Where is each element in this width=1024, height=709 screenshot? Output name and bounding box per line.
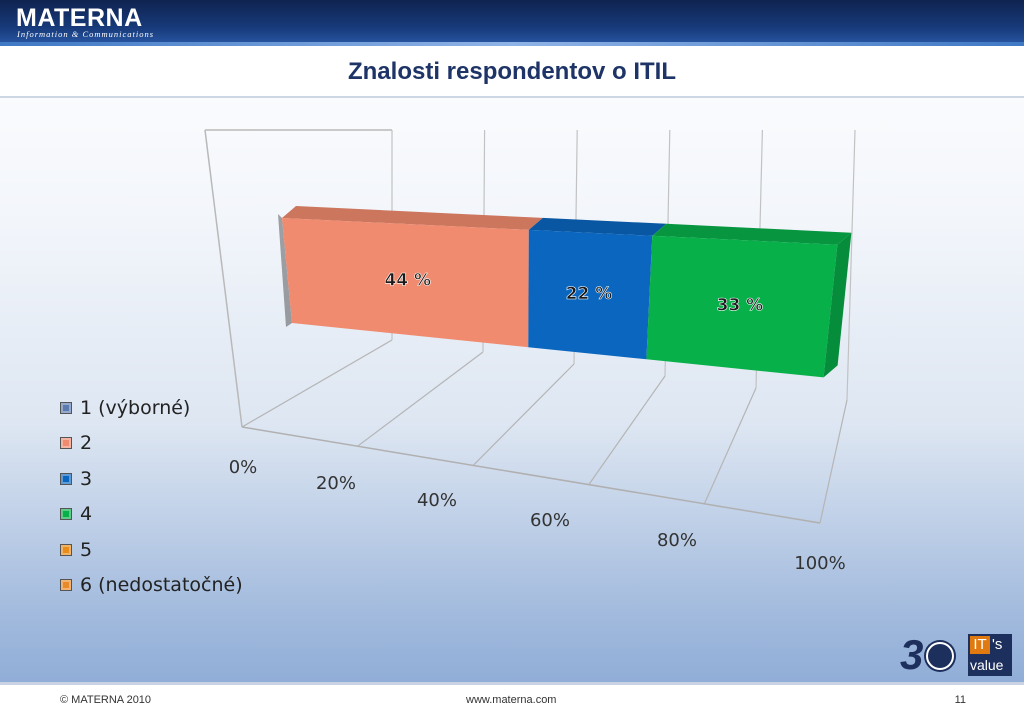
legend-swatch (60, 437, 72, 450)
header-stripe (0, 42, 1024, 46)
bar-end-face (823, 232, 852, 378)
legend-item: 3 (60, 461, 243, 497)
x-tick-label: 80% (657, 530, 697, 551)
page-number: 11 (954, 694, 966, 706)
bar-shadow (278, 214, 292, 327)
x-tick-label: 100% (794, 553, 845, 574)
bar-segment (282, 218, 529, 348)
bar-segment-top (652, 223, 852, 245)
footer: © MATERNA 2010 www.materna.com 11 (0, 682, 1024, 709)
bar-segment-top (528, 217, 667, 236)
logo-tagline: Information & Communications (17, 29, 155, 39)
legend-label: 4 (80, 503, 93, 526)
its-value-it: IT (970, 636, 990, 654)
x-tick-label: 40% (417, 490, 457, 511)
its-value-value: value (970, 657, 1004, 673)
legend-swatch (60, 401, 72, 414)
chart-legend: 1 (výborné) 2 3 4 5 6 (nedostatočné) (60, 390, 243, 603)
legend-item: 2 (60, 426, 243, 462)
legend-item: 6 (nedostatočné) (60, 568, 243, 604)
x-tick-label: 20% (316, 473, 356, 494)
floor-gridline (472, 363, 575, 466)
bar-segment (646, 235, 838, 378)
floor-gridline (357, 351, 484, 447)
legend-item: 5 (60, 532, 243, 568)
footer-copyright: © MATERNA 2010 (60, 694, 152, 706)
legend-item: 1 (výborné) (60, 390, 243, 426)
floor-gridline (819, 399, 848, 524)
anniversary-digit: 3 (900, 631, 924, 678)
axis-left-wall-line (204, 129, 243, 428)
anniversary-30-logo: 3 (900, 632, 960, 678)
materna-logo: MATERNA (16, 4, 143, 32)
footer-divider (0, 682, 1024, 685)
data-label: 33 % (717, 295, 764, 315)
legend-swatch (60, 508, 72, 521)
floor-gridline (241, 339, 393, 428)
bar-segment (528, 229, 653, 360)
its-value-logo: IT 's value (968, 634, 1012, 676)
legend-label: 5 (80, 538, 93, 561)
footer-url: www.materna.com (466, 694, 557, 706)
floor-gridline (703, 387, 757, 505)
title-bar (0, 46, 1024, 98)
its-value-s: 's (992, 636, 1003, 653)
data-label: 44 % (384, 271, 431, 291)
data-label: 22 % (566, 284, 613, 304)
floor-gridline (588, 375, 666, 485)
bar-segment-top (282, 206, 543, 230)
legend-swatch (60, 543, 72, 556)
legend-label: 3 (80, 467, 93, 490)
wall-gridline (846, 129, 856, 401)
legend-item: 4 (60, 497, 243, 533)
legend-label: 1 (výborné) (80, 396, 191, 419)
anniversary-ring-icon (926, 642, 954, 670)
legend-label: 6 (nedostatočné) (80, 574, 243, 597)
legend-swatch (60, 472, 72, 485)
x-tick-label: 60% (530, 510, 570, 531)
legend-swatch (60, 579, 72, 592)
x-axis-line (241, 426, 821, 524)
header-bar: MATERNA Information & Communications (0, 0, 1024, 46)
x-tick-label: 0% (229, 457, 258, 478)
slide-title: Znalosti respondentov o ITIL (347, 58, 676, 85)
legend-label: 2 (80, 432, 93, 455)
